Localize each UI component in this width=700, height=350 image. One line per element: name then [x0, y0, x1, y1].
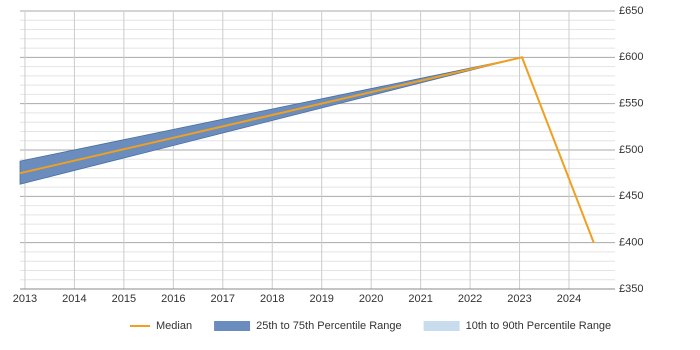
x-tick-label: 2020 [359, 293, 383, 305]
y-tick-label: £650 [619, 5, 643, 17]
percentile-band [19, 56, 523, 185]
x-tick-label: 2022 [458, 293, 482, 305]
x-tick-label: 2016 [161, 293, 185, 305]
legend-item: Median [130, 320, 192, 332]
y-tick-label: £600 [619, 51, 643, 63]
x-tick-label: 2014 [62, 293, 86, 305]
y-tick-label: £500 [619, 144, 643, 156]
x-tick-label: 2018 [260, 293, 284, 305]
x-tick-label: 2024 [557, 293, 581, 305]
x-tick-label: 2021 [408, 293, 432, 305]
y-tick-label: £450 [619, 190, 643, 202]
y-tick-label: £550 [619, 98, 643, 110]
x-tick-label: 2013 [13, 293, 37, 305]
x-tick-label: 2015 [112, 293, 136, 305]
x-tick-label: 2017 [211, 293, 235, 305]
x-tick-label: 2019 [309, 293, 333, 305]
y-tick-label: £350 [619, 283, 643, 295]
legend-item: 10th to 90th Percentile Range [423, 320, 612, 332]
legend-label: 10th to 90th Percentile Range [466, 320, 612, 332]
legend-swatch [423, 321, 460, 331]
legend-label: 25th to 75th Percentile Range [256, 320, 402, 332]
median-line [19, 56, 595, 244]
y-tick-label: £400 [619, 237, 643, 249]
x-tick-label: 2023 [507, 293, 531, 305]
legend-swatch [214, 321, 251, 331]
legend-label: Median [156, 320, 192, 332]
legend-item: 25th to 75th Percentile Range [214, 320, 402, 332]
